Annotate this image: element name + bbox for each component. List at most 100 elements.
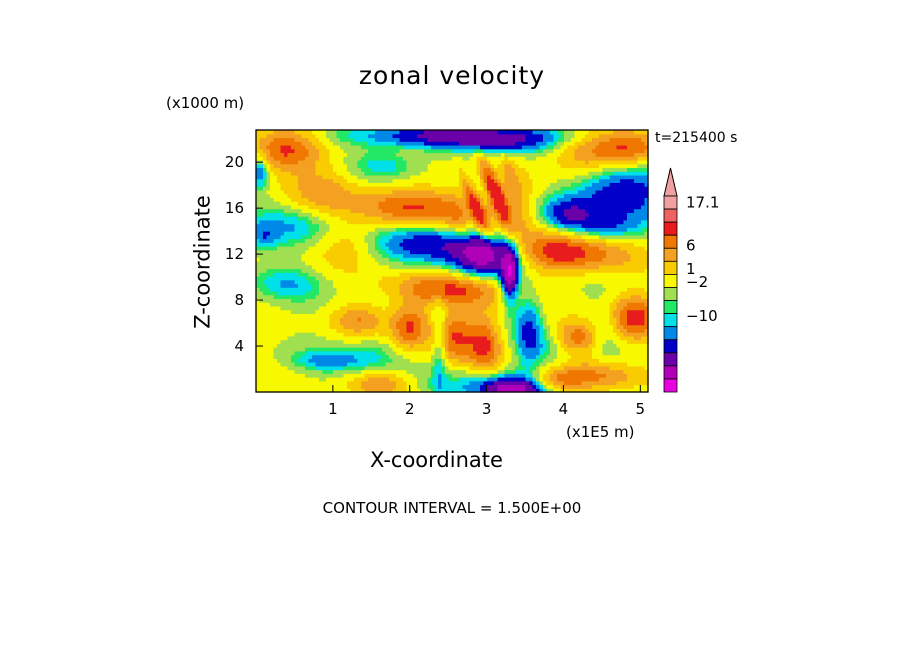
heatmap-cell — [305, 130, 310, 135]
heatmap-cell — [378, 216, 383, 221]
heatmap-cell — [490, 272, 495, 277]
heatmap-cell — [364, 148, 369, 154]
heatmap-cell — [385, 294, 390, 300]
heatmap-cell — [483, 167, 488, 172]
heatmap-cell — [438, 384, 443, 389]
heatmap-cell — [413, 313, 418, 318]
heatmap-cell — [487, 369, 492, 374]
heatmap-cell — [452, 137, 457, 142]
heatmap-cell — [354, 246, 359, 251]
heatmap-cell — [427, 253, 432, 258]
heatmap-cell — [399, 377, 404, 382]
heatmap-cell — [305, 212, 310, 217]
heatmap-cell — [277, 343, 282, 348]
heatmap-cell — [256, 324, 261, 329]
heatmap-cell — [445, 369, 450, 374]
heatmap-cell — [315, 369, 320, 374]
heatmap-cell — [427, 238, 432, 243]
heatmap-cell — [434, 144, 439, 150]
heatmap-cell — [273, 388, 278, 393]
heatmap-cell — [259, 171, 264, 176]
heatmap-cell — [266, 197, 271, 202]
heatmap-cell — [336, 156, 341, 161]
heatmap-cell — [490, 227, 495, 232]
heatmap-cell — [438, 193, 443, 198]
heatmap-cell — [420, 324, 425, 329]
heatmap-cell — [445, 182, 450, 187]
heatmap-cell — [385, 130, 390, 135]
heatmap-cell — [308, 347, 313, 352]
heatmap-cell — [301, 302, 306, 307]
heatmap-cell — [347, 354, 352, 359]
heatmap-cell — [343, 377, 348, 382]
heatmap-cell — [319, 320, 324, 326]
heatmap-cell — [371, 219, 376, 225]
heatmap-cell — [406, 197, 411, 202]
heatmap-cell — [259, 167, 264, 172]
heatmap-cell — [266, 343, 271, 348]
heatmap-cell — [473, 373, 478, 378]
heatmap-cell — [371, 290, 376, 296]
heatmap-cell — [270, 208, 275, 213]
heatmap-cell — [438, 264, 443, 270]
heatmap-cell — [340, 193, 345, 198]
heatmap-cell — [343, 182, 348, 187]
heatmap-cell — [459, 283, 464, 288]
heatmap-cell — [382, 186, 387, 191]
heatmap-cell — [280, 339, 285, 344]
heatmap-cell — [347, 148, 352, 154]
heatmap-cell — [487, 223, 492, 228]
heatmap-cell — [256, 365, 261, 371]
heatmap-cell — [298, 156, 303, 161]
heatmap-cell — [378, 171, 383, 176]
heatmap-cell — [301, 377, 306, 382]
heatmap-cell — [487, 339, 492, 344]
heatmap-cell — [413, 287, 418, 292]
heatmap-cell — [490, 294, 495, 300]
heatmap-cell — [431, 384, 436, 389]
heatmap-cell — [396, 373, 401, 378]
heatmap-cell — [336, 201, 341, 206]
heatmap-cell — [497, 261, 502, 266]
heatmap-cell — [273, 148, 278, 154]
heatmap-cell — [270, 257, 275, 262]
heatmap-cell — [329, 159, 334, 165]
heatmap-cell — [417, 212, 422, 217]
heatmap-cell — [280, 223, 285, 228]
heatmap-cell — [459, 189, 464, 195]
heatmap-cell — [266, 186, 271, 191]
heatmap-cell — [259, 339, 264, 344]
heatmap-cell — [312, 328, 317, 333]
heatmap-cell — [347, 171, 352, 176]
heatmap-cell — [452, 332, 457, 337]
heatmap-cell — [378, 384, 383, 389]
heatmap-cell — [410, 171, 415, 176]
heatmap-cell — [455, 231, 460, 236]
heatmap-cell — [319, 186, 324, 191]
heatmap-cell — [259, 238, 264, 243]
heatmap-cell — [273, 242, 278, 247]
heatmap-cell — [459, 335, 464, 341]
heatmap-cell — [480, 362, 485, 367]
heatmap-cell — [396, 223, 401, 228]
heatmap-cell — [476, 208, 481, 213]
heatmap-cell — [266, 238, 271, 243]
heatmap-cell — [392, 216, 397, 221]
heatmap-cell — [497, 133, 502, 139]
heatmap-cell — [375, 302, 380, 307]
heatmap-cell — [361, 137, 366, 142]
heatmap-cell — [455, 223, 460, 228]
heatmap-cell — [326, 152, 331, 157]
heatmap-cell — [347, 283, 352, 288]
heatmap-cell — [287, 159, 292, 165]
heatmap-cell — [427, 231, 432, 236]
heatmap-cell — [410, 242, 415, 247]
heatmap-cell — [455, 287, 460, 292]
heatmap-cell — [312, 272, 317, 277]
heatmap-cell — [277, 141, 282, 146]
heatmap-cell — [420, 212, 425, 217]
heatmap-cell — [473, 332, 478, 337]
heatmap-cell — [378, 343, 383, 348]
heatmap-cell — [375, 234, 380, 240]
